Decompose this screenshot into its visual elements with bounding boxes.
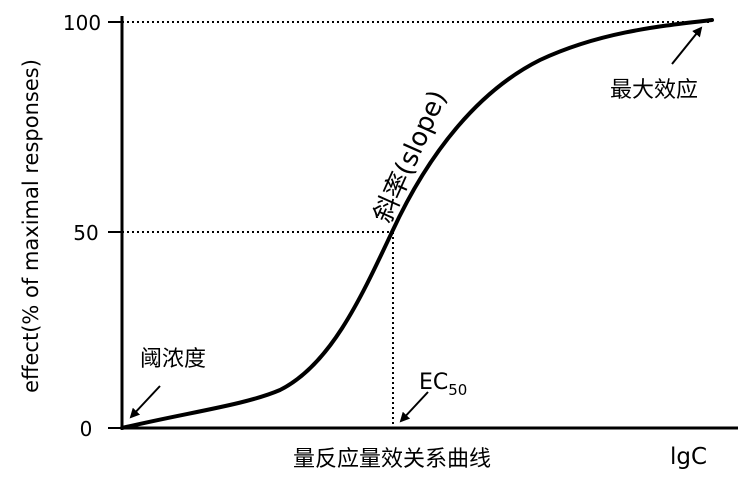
dose-response-curve [120, 18, 714, 430]
x-axis-label: lgC [670, 444, 707, 470]
y-axis-label: effect(% of maximal responses) [19, 59, 43, 393]
y-tick-label-100: 100 [63, 11, 101, 35]
max-effect-arrow [671, 26, 703, 65]
y-tick-label-0: 0 [80, 417, 93, 441]
ec50-main: EC [419, 370, 448, 395]
ec50-arrow [399, 391, 429, 423]
y-tick-label-50: 50 [73, 221, 98, 245]
threshold-label: 阈浓度 [140, 347, 206, 372]
max-effect-label: 最大效应 [610, 78, 698, 103]
slope-label: 斜率(slope) [368, 86, 453, 227]
ec50-subscript: 50 [448, 381, 467, 399]
ec50-label: EC50 [419, 370, 467, 399]
diagram-caption: 量反应量效关系曲线 [293, 447, 491, 472]
threshold-arrow [129, 385, 161, 419]
